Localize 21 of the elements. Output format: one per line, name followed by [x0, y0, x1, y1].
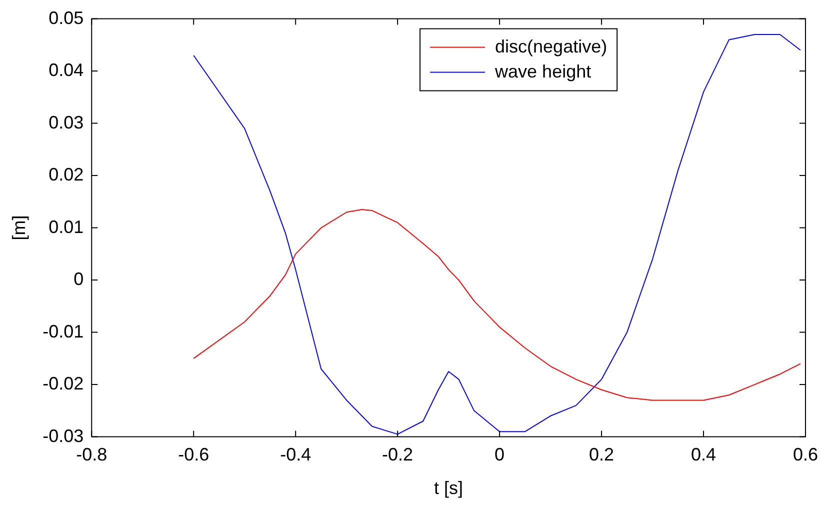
legend-label: wave height — [494, 61, 592, 82]
x-tick-label: 0.4 — [690, 444, 716, 465]
x-tick-label: -0.6 — [178, 444, 210, 465]
x-tick-label: -0.2 — [382, 444, 414, 465]
legend-label: disc(negative) — [495, 36, 608, 56]
y-tick-label: -0.01 — [42, 321, 84, 342]
y-tick-label: -0.03 — [42, 426, 84, 446]
y-tick-label: 0.02 — [48, 164, 84, 185]
x-tick-label: 0.6 — [792, 444, 818, 465]
x-tick-label: 0.2 — [589, 444, 614, 465]
x-tick-label: -0.4 — [280, 444, 312, 465]
y-tick-label: 0 — [74, 269, 84, 290]
y-tick-label: 0.01 — [48, 216, 84, 237]
x-tick-label: 0 — [494, 444, 505, 465]
x-tick-label: -0.8 — [76, 444, 108, 465]
x-axis-title: t [s] — [434, 478, 464, 498]
y-tick-label: 0.05 — [48, 8, 84, 28]
y-axis-title: [m] — [8, 215, 29, 240]
y-tick-label: -0.02 — [42, 374, 84, 394]
y-tick-label: 0.03 — [48, 112, 84, 132]
y-tick-label: 0.04 — [48, 60, 84, 80]
